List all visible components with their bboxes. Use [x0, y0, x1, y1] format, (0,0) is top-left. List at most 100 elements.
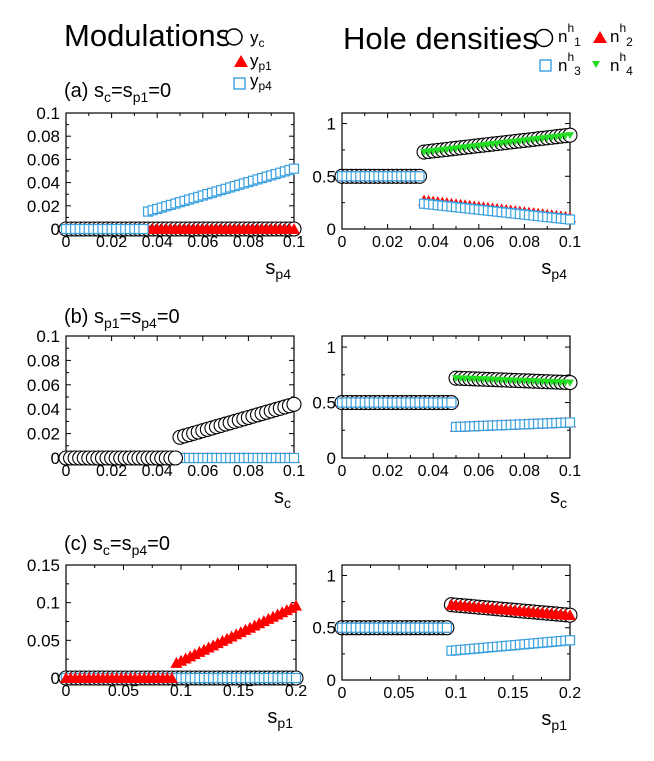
x-tick-label: 0.15 — [497, 685, 528, 702]
y-tick-label: 0.08 — [27, 127, 60, 146]
x-axis-label: sc — [274, 486, 291, 511]
point-y_p1 — [288, 223, 300, 234]
legend-label-n1: nh1 — [558, 21, 581, 49]
legend-marker-n2 — [593, 31, 607, 43]
x-tick-label: 0.1 — [445, 685, 467, 702]
legend-label-yp1: yp1 — [250, 51, 272, 73]
x-tick-label: 0 — [62, 683, 71, 700]
y-tick-label: 0.04 — [27, 400, 60, 419]
y-tick-label: 0 — [51, 449, 60, 468]
legend-label-n4: nh4 — [610, 50, 633, 78]
legend-label-yc: yc — [250, 28, 265, 50]
series-layer — [58, 396, 302, 466]
series-layer — [334, 370, 578, 433]
x-tick-label: 0.02 — [96, 234, 127, 251]
point-n4 — [566, 132, 574, 140]
point-n3 — [564, 635, 576, 646]
y-tick-label: 0.1 — [36, 327, 60, 346]
plots-layer: 0 0.02 0.04 0.06 0.08 0.1 0 0.02 0.04 0.06 0.08 0.1… — [27, 104, 581, 733]
legend-marker-yp1 — [234, 55, 248, 67]
right-header-title: Hole densities — [343, 21, 538, 56]
point-y_p4 — [290, 672, 302, 684]
right-legend: nh1 nh2 nh3 nh4 — [534, 21, 633, 78]
x-tick-label: 0.02 — [372, 234, 403, 251]
point-n2 — [564, 609, 576, 621]
point-y_p1 — [165, 672, 178, 683]
legend-marker-n3 — [539, 59, 552, 72]
x-tick-label: 0.1 — [283, 234, 305, 251]
panel-a-left: 0 0.02 0.04 0.06 0.08 0.1 0 0.02 0.04 0.06 0.08 0.1… — [27, 104, 305, 282]
legend-label-n2: nh2 — [610, 21, 633, 49]
series-layer — [334, 127, 578, 225]
y-tick-label: 0 — [327, 220, 336, 239]
x-tick-label: 0.08 — [509, 463, 540, 480]
point-n4 — [566, 379, 574, 387]
point-y_p4 — [288, 163, 300, 174]
point-y_p1 — [290, 599, 302, 611]
point-n3 — [564, 417, 576, 428]
y-tick-label: 0.06 — [27, 150, 60, 169]
x-tick-label: 0.02 — [372, 463, 403, 480]
x-tick-label: 0.04 — [142, 234, 173, 251]
x-tick-label: 0.06 — [187, 234, 218, 251]
y-tick-label: 0.15 — [27, 556, 60, 575]
panel-c-left: 0 0.05 0.1 0.15 0.2 0 0.05 0.1 0.15 sp1 — [27, 556, 307, 731]
series-y_c — [58, 396, 302, 466]
x-tick-label: 0.04 — [142, 463, 173, 480]
x-tick-label: 0.05 — [108, 683, 139, 700]
y-tick-label: 1 — [327, 566, 336, 585]
legend-marker-yc — [225, 28, 243, 46]
x-tick-label: 0.04 — [418, 463, 449, 480]
x-tick-label: 0.06 — [187, 463, 218, 480]
x-tick-label: 0.06 — [463, 234, 494, 251]
legend-marker-yp4 — [233, 77, 246, 90]
x-tick-label: 0 — [338, 234, 347, 251]
point-y_c — [167, 450, 183, 466]
point-n3 — [441, 622, 452, 633]
legend-marker-n4 — [592, 61, 600, 68]
series-n3 — [336, 622, 576, 656]
y-tick-label: 0.04 — [27, 174, 60, 193]
point-y_c — [286, 396, 302, 412]
point-n3 — [446, 397, 457, 408]
panel-c-right: 0 0.05 0.1 0.15 0.2 0 0.5 1 sp1 — [312, 564, 581, 733]
legend-label-yp4: yp4 — [250, 71, 272, 93]
x-tick-label: 0.06 — [463, 463, 494, 480]
x-axis-label: sp4 — [541, 257, 567, 282]
x-axis-label: sp1 — [267, 706, 293, 731]
panel-a-title: (a) sc=sp1=0 — [64, 80, 171, 105]
x-axis-label: sp4 — [265, 257, 291, 282]
x-axis-label: sp1 — [541, 708, 567, 733]
y-tick-label: 0.5 — [312, 394, 336, 413]
y-tick-label: 0 — [327, 671, 336, 690]
series-n3 — [336, 397, 576, 433]
plot-frame — [65, 112, 295, 230]
left-legend: yc yp1 yp4 — [225, 28, 272, 93]
panel-b-title: (b) sp1=sp4=0 — [64, 306, 180, 331]
y-tick-label: 0 — [51, 669, 60, 688]
y-tick-label: 0 — [327, 449, 336, 468]
series-layer — [334, 597, 578, 656]
x-tick-label: 0.1 — [559, 463, 581, 480]
y-tick-label: 0 — [51, 220, 60, 239]
legend-marker-n1 — [534, 28, 554, 48]
y-tick-label: 0.1 — [36, 104, 60, 123]
series-layer — [58, 599, 304, 686]
left-header-title: Modulations — [64, 18, 231, 53]
panel-b-left: 0 0.02 0.04 0.06 0.08 0.1 0 0.02 0.04 0.06 0.08 0.1… — [27, 327, 305, 511]
y-tick-label: 0.5 — [312, 619, 336, 638]
x-tick-label: 0.2 — [285, 683, 307, 700]
point-n3 — [414, 171, 425, 182]
x-tick-label: 0 — [62, 234, 71, 251]
y-tick-label: 0.02 — [27, 425, 60, 444]
series-layer — [58, 163, 302, 237]
panel-b-right: 0 0.02 0.04 0.06 0.08 0.1 0 0.5 1 sc — [312, 335, 581, 511]
x-tick-label: 0.08 — [233, 234, 264, 251]
x-tick-label: 0.1 — [170, 683, 192, 700]
series-y_p4 — [60, 163, 300, 235]
y-tick-label: 0.05 — [27, 631, 60, 650]
x-tick-label: 0.08 — [509, 234, 540, 251]
x-tick-label: 0.2 — [559, 685, 581, 702]
x-tick-label: 0.1 — [283, 463, 305, 480]
